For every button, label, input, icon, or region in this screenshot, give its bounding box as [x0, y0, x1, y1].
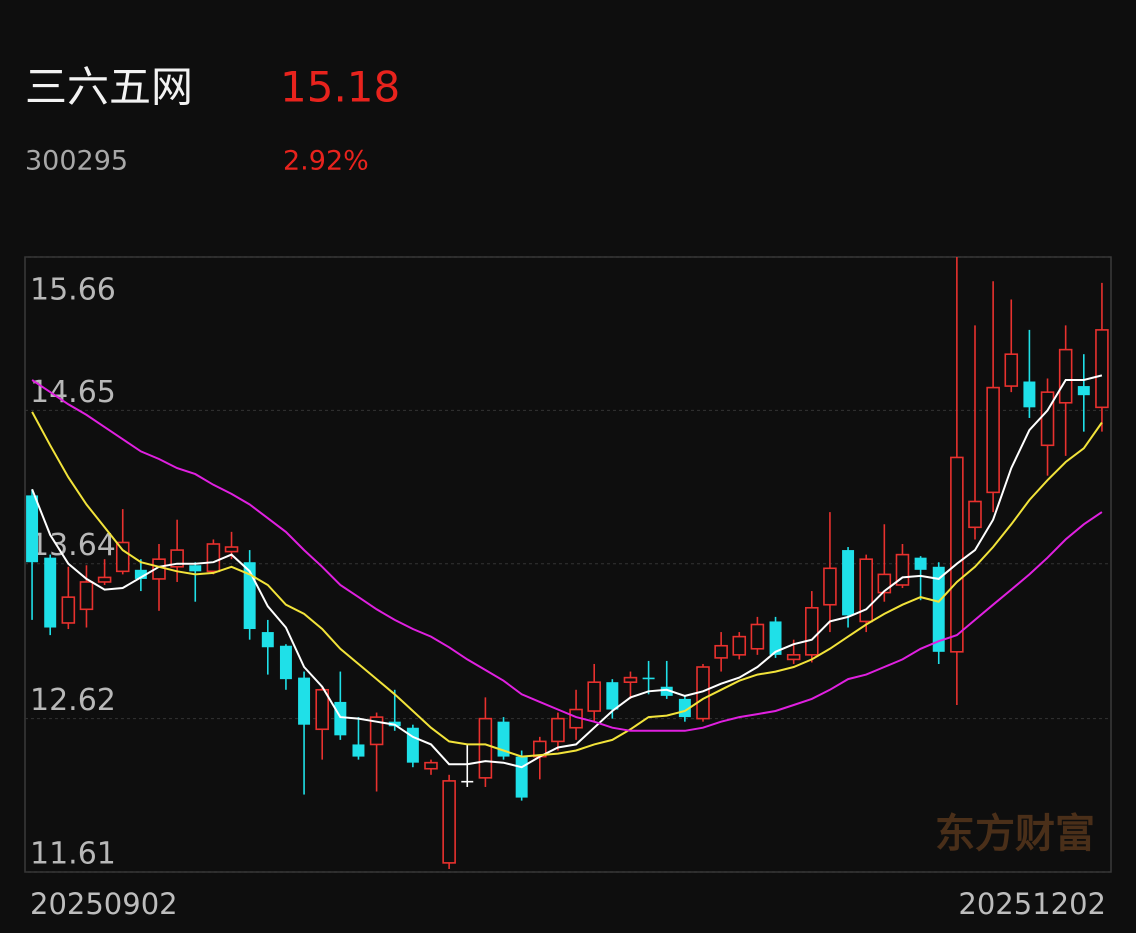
candle-body	[369, 716, 384, 746]
candle-body	[44, 557, 57, 628]
candle-body	[1040, 391, 1055, 447]
candle-body	[895, 553, 910, 586]
candle-body	[334, 701, 347, 736]
moving-average-line	[31, 374, 1103, 769]
candle-body	[877, 573, 892, 594]
candle-body	[134, 569, 147, 579]
candle-body	[298, 677, 311, 725]
candle-body	[243, 562, 256, 630]
candle-body	[950, 456, 964, 653]
candle-body	[515, 756, 528, 798]
y-tick-label: 14.65	[30, 375, 116, 410]
candle-body	[842, 550, 855, 616]
candle-body	[206, 543, 221, 573]
candle-body	[932, 566, 945, 652]
candle-body	[823, 567, 837, 606]
candle-body	[352, 744, 365, 757]
y-tick-label: 11.61	[30, 837, 116, 872]
candle-body	[769, 621, 782, 655]
candle-body	[424, 761, 438, 770]
candle-body	[406, 727, 419, 763]
candle-body	[732, 635, 747, 656]
candle-body	[1004, 353, 1019, 387]
candle-body	[914, 557, 927, 570]
candle-body	[478, 717, 493, 779]
candle-body	[189, 565, 202, 572]
candle-body	[97, 576, 112, 583]
candle-body	[1058, 348, 1073, 404]
moving-average-line	[31, 411, 1103, 758]
candle-body	[660, 686, 673, 696]
stock-name: 三六五网	[25, 63, 193, 112]
plot: 15.66 14.65 13.64 12.62 11.61 20250902 2025120…	[25, 256, 1111, 921]
candle-body	[678, 698, 691, 718]
candle-body	[986, 386, 1000, 494]
y-tick-label: 12.62	[30, 683, 116, 718]
candle-body	[859, 558, 873, 623]
candle-body	[623, 676, 638, 683]
candle-body	[551, 717, 565, 743]
watermark: 东方财富	[935, 811, 1095, 857]
candle-body	[1095, 329, 1109, 409]
candle-body	[115, 541, 130, 573]
candle-body	[461, 780, 474, 783]
y-tick-label: 13.64	[30, 528, 116, 563]
candle-body	[587, 681, 601, 712]
candle-body	[170, 549, 184, 568]
candle-body	[606, 682, 619, 710]
candle-body	[224, 546, 239, 553]
candle-body	[26, 495, 39, 563]
candle-body	[786, 654, 801, 661]
candle-body	[714, 644, 728, 659]
candle-body	[79, 581, 94, 611]
candle-body	[315, 688, 329, 731]
stock-price: 15.18	[280, 63, 400, 112]
candle-body	[497, 721, 510, 757]
y-tick-label: 15.66	[30, 273, 116, 308]
stock-code: 300295	[25, 146, 128, 177]
candle-body	[61, 596, 76, 624]
candle-body	[968, 500, 982, 529]
x-tick-label: 20251202	[958, 887, 1106, 921]
candle-body	[279, 645, 292, 680]
x-tick-label: 20250902	[30, 887, 178, 921]
moving-average-line	[31, 379, 1103, 732]
candle-body	[261, 632, 274, 648]
candle-body	[1077, 386, 1090, 396]
candle-body	[642, 677, 655, 680]
candle-body	[750, 623, 765, 650]
candle-body	[442, 780, 456, 864]
candle-body	[805, 606, 819, 656]
candle-body	[1023, 381, 1036, 408]
stock-change: 2.92%	[283, 146, 369, 177]
